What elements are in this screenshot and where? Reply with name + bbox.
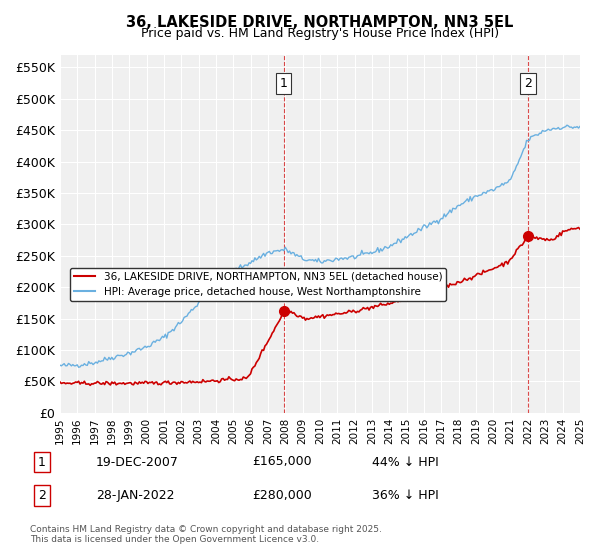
Text: £280,000: £280,000 bbox=[252, 489, 312, 502]
Text: 2: 2 bbox=[524, 77, 532, 90]
Text: 19-DEC-2007: 19-DEC-2007 bbox=[96, 455, 179, 469]
Text: 1: 1 bbox=[38, 455, 46, 469]
Text: £165,000: £165,000 bbox=[252, 455, 311, 469]
Text: 44% ↓ HPI: 44% ↓ HPI bbox=[372, 455, 439, 469]
Text: 28-JAN-2022: 28-JAN-2022 bbox=[96, 489, 175, 502]
Text: Price paid vs. HM Land Registry's House Price Index (HPI): Price paid vs. HM Land Registry's House … bbox=[141, 27, 499, 40]
Text: 1: 1 bbox=[280, 77, 288, 90]
Text: Contains HM Land Registry data © Crown copyright and database right 2025.
This d: Contains HM Land Registry data © Crown c… bbox=[30, 525, 382, 544]
Legend: 36, LAKESIDE DRIVE, NORTHAMPTON, NN3 5EL (detached house), HPI: Average price, d: 36, LAKESIDE DRIVE, NORTHAMPTON, NN3 5EL… bbox=[70, 268, 446, 301]
Title: 36, LAKESIDE DRIVE, NORTHAMPTON, NN3 5EL: 36, LAKESIDE DRIVE, NORTHAMPTON, NN3 5EL bbox=[126, 15, 514, 30]
Text: 2: 2 bbox=[38, 489, 46, 502]
Text: 36% ↓ HPI: 36% ↓ HPI bbox=[372, 489, 439, 502]
